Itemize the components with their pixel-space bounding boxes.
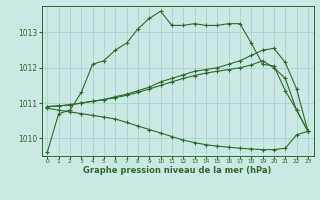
X-axis label: Graphe pression niveau de la mer (hPa): Graphe pression niveau de la mer (hPa) xyxy=(84,166,272,175)
